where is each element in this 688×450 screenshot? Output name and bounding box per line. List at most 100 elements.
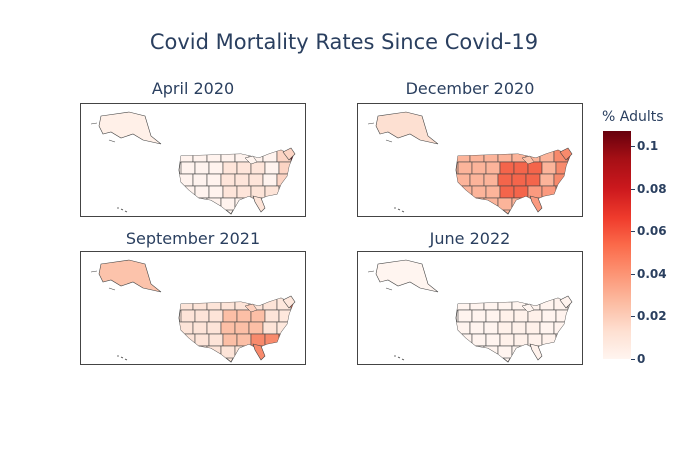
state-region: [456, 197, 471, 211]
map-panel-2[interactable]: [357, 103, 583, 217]
state-region: [456, 321, 471, 335]
state-region: [292, 161, 293, 175]
state-region: [278, 333, 293, 347]
state-region: [220, 298, 236, 311]
state-region: [527, 309, 543, 323]
state-alaska: [98, 111, 162, 145]
state-region: [179, 345, 194, 359]
us-map: [367, 111, 573, 215]
state-region: [541, 161, 557, 175]
state-region: [250, 161, 266, 175]
state-region: [180, 185, 196, 199]
state-region: [222, 309, 238, 323]
map-panel-4[interactable]: [357, 251, 583, 365]
state-region: [471, 185, 487, 199]
colorbar[interactable]: [603, 131, 631, 359]
state-region: [553, 321, 569, 335]
state-region: [569, 161, 570, 175]
state-region: [222, 333, 238, 347]
colorbar-tick: 0.02: [631, 309, 667, 324]
state-region: [220, 173, 236, 187]
us-map: [367, 259, 573, 363]
state-region: [457, 333, 473, 347]
state-region: [192, 197, 208, 211]
panel-title-3: September 2021: [125, 229, 261, 248]
state-region: [471, 161, 487, 175]
colorbar-tick: 0.06: [631, 224, 667, 239]
panel-title-2: December 2020: [405, 79, 535, 98]
state-region: [276, 345, 292, 359]
state-region: [220, 321, 236, 335]
state-region: [497, 197, 513, 211]
state-region: [553, 197, 569, 211]
state-region: [192, 345, 208, 359]
state-region: [290, 173, 293, 187]
state-region: [192, 173, 208, 187]
state-region: [179, 150, 194, 163]
state-region: [513, 161, 529, 175]
state-region: [483, 150, 499, 163]
state-region: [248, 173, 264, 187]
state-region: [278, 161, 293, 175]
state-region: [456, 345, 471, 359]
state-region: [234, 321, 250, 335]
state-region: [208, 333, 224, 347]
state-region: [276, 321, 292, 335]
state-region: [220, 197, 236, 211]
state-region: [569, 309, 570, 323]
state-region: [457, 185, 473, 199]
state-region: [469, 150, 485, 163]
state-region: [276, 197, 292, 211]
state-region: [192, 321, 208, 335]
state-region: [206, 150, 222, 163]
map-panel-1[interactable]: [80, 103, 306, 217]
state-region: [469, 197, 485, 211]
state-region: [222, 161, 238, 175]
state-region: [555, 333, 570, 347]
state-region: [527, 161, 543, 175]
state-region: [179, 173, 194, 187]
state-region: [497, 345, 513, 359]
state-region: [485, 309, 501, 323]
state-alaska: [98, 259, 162, 293]
colorbar-title: % Adults: [602, 109, 664, 125]
state-region: [180, 309, 196, 323]
state-region: [206, 173, 222, 187]
map-panel-3[interactable]: [80, 251, 306, 365]
state-region: [208, 185, 224, 199]
figure-title: Covid Mortality Rates Since Covid-19: [149, 30, 539, 54]
state-region: [539, 173, 555, 187]
state-region: [290, 345, 293, 359]
state-region: [499, 185, 515, 199]
state-region: [567, 345, 570, 359]
state-region: [471, 333, 487, 347]
state-region: [513, 309, 529, 323]
state-region: [499, 161, 515, 175]
state-region: [456, 150, 471, 163]
state-region: [179, 321, 194, 335]
state-region: [262, 321, 278, 335]
state-region: [511, 321, 527, 335]
state-region: [456, 173, 471, 187]
us-map: [90, 259, 296, 363]
state-region: [264, 309, 280, 323]
state-region: [276, 173, 292, 187]
state-region: [192, 298, 208, 311]
state-region: [248, 321, 264, 335]
state-region: [497, 173, 513, 187]
state-region: [485, 185, 501, 199]
state-region: [236, 309, 252, 323]
state-region: [525, 173, 541, 187]
state-region: [208, 309, 224, 323]
state-region: [220, 345, 236, 359]
state-region: [456, 298, 471, 311]
state-region: [553, 345, 569, 359]
state-region: [485, 161, 501, 175]
state-region: [264, 161, 280, 175]
panel-title-1: April 2020: [151, 79, 235, 98]
state-region: [179, 197, 194, 211]
state-alaska: [375, 111, 439, 145]
state-region: [497, 298, 513, 311]
state-region: [234, 173, 250, 187]
state-region: [499, 333, 515, 347]
